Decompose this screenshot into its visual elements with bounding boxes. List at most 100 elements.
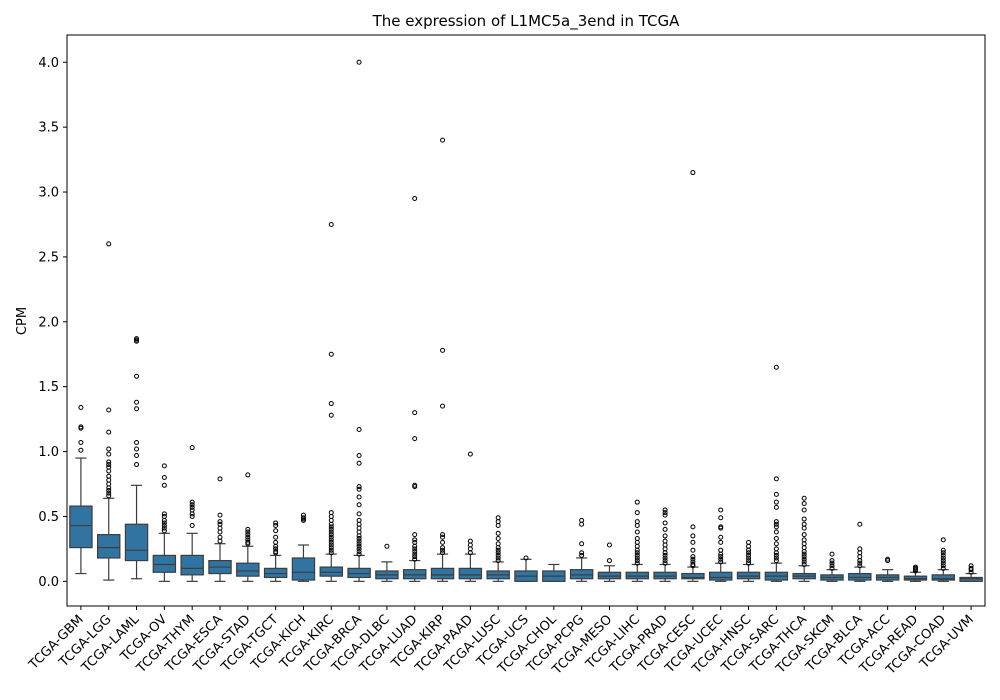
outlier-point: [634, 555, 640, 561]
box-group-tcga-hnsc: [736, 539, 761, 582]
outlier-point: [940, 550, 946, 556]
outlier-point: [773, 519, 779, 525]
outlier-point: [801, 551, 807, 557]
outlier-point: [773, 524, 779, 530]
outlier-point: [690, 561, 696, 567]
outlier-point: [412, 436, 418, 442]
outlier-point: [412, 410, 418, 416]
outlier-point: [328, 221, 334, 227]
box: [319, 566, 343, 577]
outlier-point: [829, 565, 835, 571]
outlier-point: [829, 551, 835, 557]
outlier-point: [718, 534, 724, 540]
outlier-point: [161, 513, 167, 519]
outlier-point: [356, 541, 362, 547]
box-layer: [69, 59, 983, 582]
y-tick-label: 2.0: [38, 315, 59, 330]
outlier-point: [634, 529, 640, 535]
outlier-point: [773, 491, 779, 497]
outlier-point: [801, 554, 807, 560]
outlier-point: [801, 500, 807, 506]
outlier-point: [273, 546, 279, 552]
outlier-point: [746, 555, 752, 561]
outlier-point: [412, 554, 418, 560]
box-group-tcga-dlbc: [375, 543, 399, 582]
box-group-tcga-blca: [848, 521, 872, 582]
outlier-point: [245, 534, 251, 540]
outlier-point: [328, 510, 334, 516]
outlier-point: [495, 536, 501, 542]
outlier-point: [356, 427, 362, 433]
box: [403, 569, 427, 580]
outlier-point: [412, 546, 418, 552]
outlier-point: [384, 543, 390, 549]
outlier-point: [801, 495, 807, 501]
box-group-tcga-acc: [875, 556, 900, 582]
outlier-point: [78, 439, 84, 445]
outlier-point: [718, 515, 724, 521]
outlier-point: [440, 137, 446, 143]
outlier-point: [440, 403, 446, 409]
outlier-point: [773, 555, 779, 561]
box: [96, 534, 121, 559]
outlier-point: [245, 526, 251, 532]
outlier-point: [440, 347, 446, 353]
outlier-point: [718, 556, 724, 562]
outlier-point: [161, 511, 167, 517]
outlier-point: [328, 534, 334, 540]
outlier-point: [134, 452, 140, 458]
box: [152, 554, 177, 573]
outlier-point: [829, 563, 835, 569]
y-tick-label: 2.5: [38, 250, 59, 265]
outlier-point: [300, 515, 306, 521]
x-axis: TCGA-GBMTCGA-LGGTCGA-LAMLTCGA-OVTCGA-THY…: [26, 606, 977, 678]
outlier-point: [467, 451, 473, 457]
outlier-point: [773, 499, 779, 505]
outlier-point: [440, 532, 446, 538]
outlier-point: [328, 545, 334, 551]
box-group-tcga-tgct: [263, 520, 288, 582]
y-tick-label: 1.0: [38, 445, 59, 460]
outlier-point: [579, 541, 585, 547]
box: [931, 574, 955, 581]
outlier-point: [217, 476, 223, 482]
y-tick-label: 0.5: [38, 510, 59, 525]
outlier-point: [328, 542, 334, 548]
outlier-point: [356, 543, 362, 549]
y-tick-label: 1.5: [38, 380, 59, 395]
outlier-point: [495, 547, 501, 553]
outlier-point: [328, 412, 334, 418]
outlier-point: [718, 554, 724, 560]
box: [736, 571, 761, 580]
outlier-point: [78, 447, 84, 453]
outlier-point: [328, 537, 334, 543]
y-axis-label: CPM: [15, 307, 30, 335]
outlier-point: [356, 536, 362, 542]
outlier-point: [495, 541, 501, 547]
outlier-point: [773, 552, 779, 558]
outlier-point: [273, 534, 279, 540]
outlier-point: [245, 529, 251, 535]
outlier-point: [161, 525, 167, 531]
outlier-point: [718, 524, 724, 530]
outlier-point: [356, 484, 362, 490]
box-group-tcga-kich: [291, 512, 316, 582]
box: [236, 562, 260, 577]
box-group-tcga-luad: [403, 196, 427, 582]
outlier-point: [440, 545, 446, 551]
box-group-tcga-cesc: [681, 170, 705, 582]
box-group-tcga-ucec: [708, 507, 733, 582]
outlier-point: [217, 534, 223, 540]
box-group-tcga-read: [903, 564, 928, 582]
outlier-point: [662, 538, 668, 544]
outlier-point: [968, 565, 974, 571]
outlier-point: [690, 524, 696, 530]
outlier-point: [328, 524, 334, 530]
outlier-point: [801, 507, 807, 513]
outlier-point: [773, 364, 779, 370]
outlier-point: [328, 529, 334, 535]
outlier-point: [189, 523, 195, 529]
outlier-point: [718, 559, 724, 565]
outlier-point: [245, 472, 251, 478]
